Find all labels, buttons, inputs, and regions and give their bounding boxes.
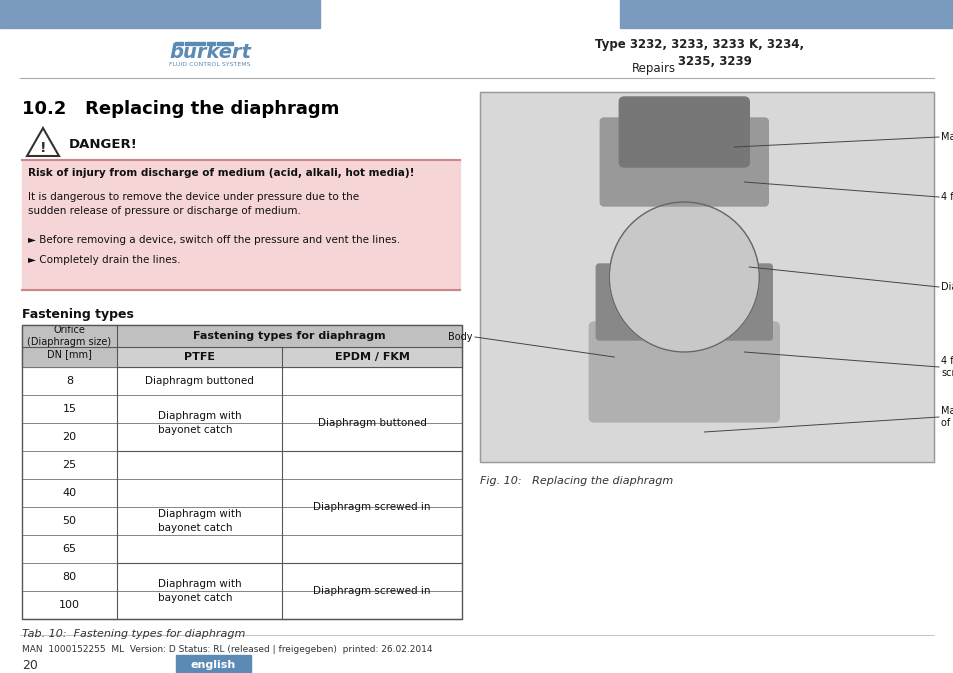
Bar: [479, 92, 933, 462]
Text: !: !: [40, 141, 46, 155]
Text: ► Before removing a device, switch off the pressure and vent the lines.: ► Before removing a device, switch off t…: [28, 235, 399, 245]
Bar: [479, 92, 933, 462]
Text: 100: 100: [59, 600, 80, 610]
Text: Risk of injury from discharge of medium (acid, alkali, hot media)!: Risk of injury from discharge of medium …: [28, 168, 414, 178]
Text: PTFE: PTFE: [184, 352, 214, 362]
Text: Fastening types for diaphragm: Fastening types for diaphragm: [193, 331, 385, 341]
Text: 20: 20: [22, 659, 38, 672]
Text: DANGER!: DANGER!: [69, 138, 138, 151]
Text: Fastening types: Fastening types: [22, 308, 133, 321]
Text: 40: 40: [62, 488, 76, 498]
Bar: [22, 325, 461, 619]
Text: ► Completely drain the lines.: ► Completely drain the lines.: [28, 255, 180, 265]
Text: 4 fastening screws: 4 fastening screws: [940, 192, 953, 202]
Bar: [22, 479, 461, 507]
Bar: [22, 367, 461, 395]
FancyBboxPatch shape: [596, 264, 772, 340]
Text: 50: 50: [63, 516, 76, 526]
Text: MAN  1000152255  ML  Version: D Status: RL (released | freigegeben)  printed: 26: MAN 1000152255 ML Version: D Status: RL …: [22, 645, 432, 654]
Bar: [22, 451, 461, 479]
Text: EPDM / FKM: EPDM / FKM: [335, 352, 409, 362]
Bar: [117, 347, 461, 367]
Bar: [0, 0, 319, 28]
Bar: [174, 42, 183, 45]
Text: 25: 25: [62, 460, 76, 470]
Bar: [117, 325, 461, 347]
Text: 65: 65: [63, 544, 76, 554]
Text: 80: 80: [62, 572, 76, 582]
Text: 15: 15: [63, 404, 76, 414]
Text: Diaphragm with
bayonet catch: Diaphragm with bayonet catch: [157, 411, 241, 435]
Text: It is dangerous to remove the device under pressure due to the
sudden release of: It is dangerous to remove the device und…: [28, 192, 358, 216]
Text: Diaphragm screwed in: Diaphragm screwed in: [313, 586, 431, 596]
Text: Diaphragm buttoned: Diaphragm buttoned: [317, 418, 426, 428]
Bar: [22, 423, 461, 451]
Text: Tab. 10:  Fastening types for diaphragm: Tab. 10: Fastening types for diaphragm: [22, 629, 245, 639]
Bar: [619, 0, 953, 28]
Text: Repairs: Repairs: [631, 62, 676, 75]
Text: FLUID CONTROL SYSTEMS: FLUID CONTROL SYSTEMS: [169, 63, 251, 67]
Bar: [22, 507, 461, 535]
Bar: [207, 42, 214, 45]
Bar: [22, 160, 459, 290]
Text: 4 fastenings
screws: 4 fastenings screws: [940, 356, 953, 378]
Text: bürkert: bürkert: [169, 42, 251, 61]
Text: 8: 8: [66, 376, 73, 386]
Text: Manual actuator: Manual actuator: [940, 132, 953, 142]
Bar: [216, 42, 233, 45]
FancyBboxPatch shape: [589, 322, 779, 422]
Bar: [22, 591, 461, 619]
Text: 20: 20: [62, 432, 76, 442]
Text: 10.2   Replacing the diaphragm: 10.2 Replacing the diaphragm: [22, 100, 339, 118]
FancyBboxPatch shape: [599, 118, 767, 206]
Text: Type 3232, 3233, 3233 K, 3234,
       3235, 3239: Type 3232, 3233, 3233 K, 3234, 3235, 323…: [595, 38, 803, 68]
Bar: [22, 395, 461, 423]
Text: Diaphragm screwed in: Diaphragm screwed in: [313, 502, 431, 512]
Text: Orifice
(Diaphragm size)
DN [mm]: Orifice (Diaphragm size) DN [mm]: [28, 324, 112, 359]
Text: Mark tab for direction
of flow: Mark tab for direction of flow: [940, 406, 953, 428]
Bar: [22, 563, 461, 591]
Circle shape: [609, 202, 759, 352]
Text: Fig. 10:   Replacing the diaphragm: Fig. 10: Replacing the diaphragm: [479, 476, 673, 486]
FancyBboxPatch shape: [618, 97, 748, 167]
Text: english: english: [191, 660, 235, 670]
Text: Diaphragm: Diaphragm: [940, 282, 953, 292]
Text: Diaphragm with
bayonet catch: Diaphragm with bayonet catch: [157, 579, 241, 602]
Bar: [175, 655, 251, 673]
Bar: [185, 42, 205, 45]
Bar: [22, 535, 461, 563]
Text: Body: Body: [448, 332, 473, 342]
Bar: [22, 325, 117, 367]
Text: Diaphragm with
bayonet catch: Diaphragm with bayonet catch: [157, 509, 241, 532]
Text: Diaphragm buttoned: Diaphragm buttoned: [145, 376, 253, 386]
